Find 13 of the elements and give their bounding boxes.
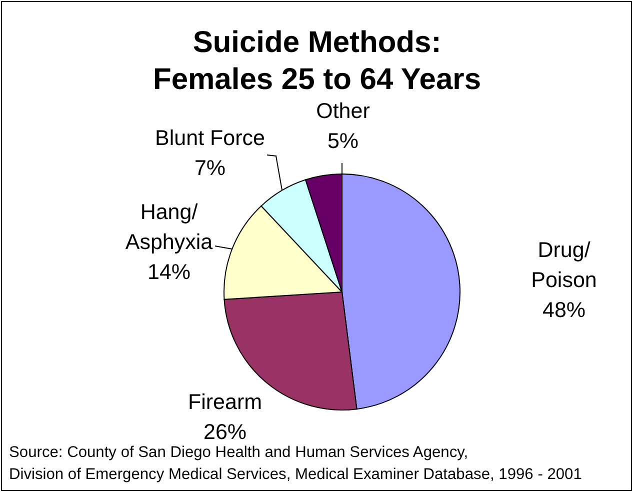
source-note: Source: County of San Diego Health and Human Services Agency, — [9, 444, 468, 461]
slice-label: Firearm — [188, 390, 262, 414]
chart-title: Suicide Methods: Females 25 to 64 Years — [152, 26, 482, 96]
data-label: 48% — [542, 298, 586, 322]
text: Division of Emergency Medical Services, Medical Examiner Database, 1996 - 2001 — [9, 466, 582, 483]
data-label: 7% — [194, 156, 226, 180]
data-label: 26% — [203, 420, 247, 444]
slice-label: Hang/Asphyxia — [125, 200, 213, 254]
slice-label: Blunt Force — [155, 126, 265, 150]
data-label: 5% — [327, 129, 359, 153]
data-label: 14% — [147, 260, 191, 284]
slice-label: Other — [316, 99, 370, 123]
slice-label: Drug/Poison — [531, 238, 597, 292]
